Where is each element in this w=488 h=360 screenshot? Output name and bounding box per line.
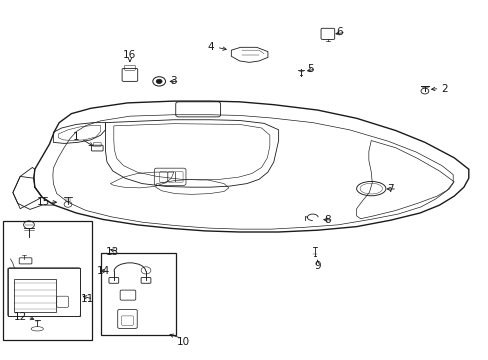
Text: 7: 7: [386, 184, 393, 194]
Text: 2: 2: [440, 84, 447, 94]
Text: 10: 10: [177, 337, 190, 347]
Bar: [8, 268, 80, 316]
Text: 6: 6: [336, 27, 342, 37]
Bar: [14, 279, 56, 312]
Text: 14: 14: [96, 266, 109, 276]
Text: 16: 16: [123, 50, 136, 60]
Text: 3: 3: [170, 76, 177, 86]
Text: 12: 12: [14, 312, 27, 322]
Text: 15: 15: [37, 197, 50, 207]
Text: 9: 9: [314, 261, 320, 271]
Bar: [101, 253, 176, 335]
Text: 5: 5: [306, 64, 313, 74]
Bar: [3, 221, 92, 339]
Text: 11: 11: [81, 294, 94, 304]
Circle shape: [156, 79, 162, 84]
Text: 1: 1: [73, 132, 80, 142]
Text: 13: 13: [106, 247, 119, 257]
Text: 8: 8: [324, 215, 330, 225]
Text: 4: 4: [206, 42, 213, 52]
